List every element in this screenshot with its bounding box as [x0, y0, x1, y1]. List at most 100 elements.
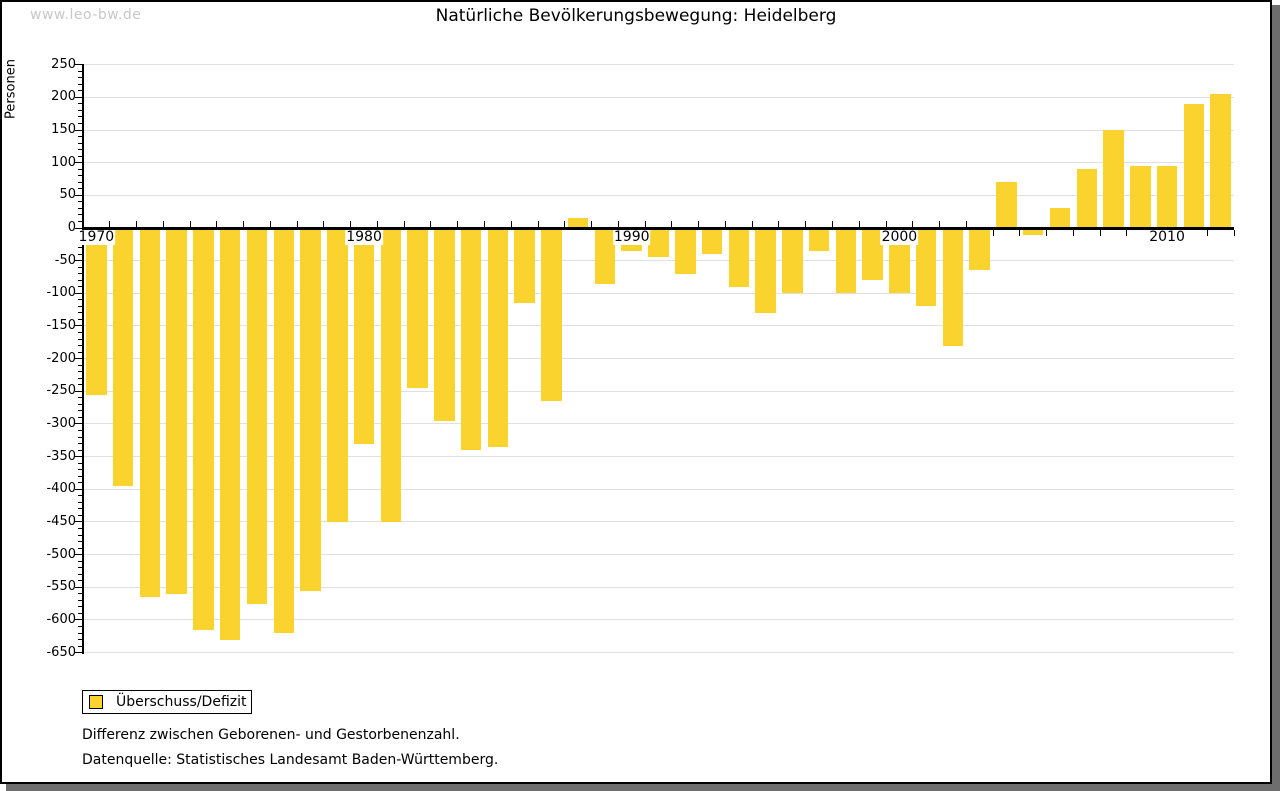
gridline--350	[83, 456, 1234, 458]
y-major-tick-0	[75, 227, 83, 229]
gridline--500	[83, 554, 1234, 556]
y-tick-label--650: -650	[46, 644, 76, 660]
gridline-200	[83, 96, 1234, 98]
legend-swatch-icon	[89, 695, 103, 709]
x-tick-20	[617, 220, 619, 227]
x-tick-22	[671, 220, 673, 227]
y-minor-tick-120	[78, 149, 83, 151]
y-major-tick-50	[75, 194, 83, 196]
y-minor-tick--210	[78, 364, 83, 366]
bar-2001	[915, 228, 937, 307]
bar-1979	[327, 228, 348, 522]
y-major-tick--450	[75, 521, 83, 523]
x-tick-32	[939, 220, 941, 227]
bar-1985	[487, 228, 509, 447]
x-tick-34	[992, 229, 994, 236]
footnote-source: Datenquelle: Statistisches Landesamt Bad…	[82, 752, 499, 768]
y-minor-tick-130	[78, 142, 83, 144]
y-minor-tick--590	[78, 612, 83, 614]
y-major-tick--50	[75, 260, 83, 262]
y-minor-tick--260	[78, 397, 83, 399]
x-tick-16	[510, 220, 512, 227]
y-minor-tick-210	[78, 90, 83, 92]
y-minor-tick--330	[78, 443, 83, 445]
gridline--150	[83, 325, 1234, 327]
bar-2002	[942, 228, 964, 346]
bar-1988	[567, 218, 589, 228]
y-minor-tick--110	[78, 299, 83, 301]
bar-1976	[246, 228, 268, 604]
x-tick-42	[1206, 229, 1208, 236]
y-minor-tick--380	[78, 475, 83, 477]
x-tick-29	[858, 220, 860, 227]
bar-2007	[1076, 169, 1098, 228]
x-tick-6	[243, 220, 245, 227]
bar-1991	[648, 228, 669, 258]
y-tick-label-50: 50	[59, 187, 76, 203]
bar-1986	[514, 228, 535, 304]
bar-1994	[728, 228, 750, 287]
x-tick-26	[778, 220, 780, 227]
y-minor-tick-40	[78, 201, 83, 203]
y-tick-label--350: -350	[46, 448, 76, 464]
y-tick-label--50: -50	[54, 252, 76, 268]
y-minor-tick--140	[78, 318, 83, 320]
bar-1970	[86, 228, 107, 395]
y-minor-tick-240	[78, 70, 83, 72]
y-minor-tick-230	[78, 77, 83, 79]
bar-1995	[755, 228, 776, 313]
x-axis-label-1980: 1980	[345, 229, 383, 245]
y-tick-label--150: -150	[46, 317, 76, 333]
y-major-tick-100	[75, 162, 83, 164]
x-tick-25	[751, 220, 753, 227]
y-tick-label-250: 250	[51, 56, 76, 72]
bar-1992	[675, 228, 696, 274]
y-major-tick--650	[75, 652, 83, 654]
x-tick-3	[162, 220, 164, 227]
y-minor-tick-80	[78, 175, 83, 177]
y-major-tick--250	[75, 390, 83, 392]
x-tick-43	[1233, 229, 1235, 236]
y-tick-label--450: -450	[46, 513, 76, 529]
bar-2005	[1022, 228, 1044, 235]
x-tick-1	[109, 220, 111, 227]
bar-2006	[1049, 208, 1071, 228]
x-tick-24	[724, 220, 726, 227]
y-tick-label-100: 100	[51, 154, 76, 170]
y-minor-tick-110	[78, 155, 83, 157]
y-minor-tick--610	[78, 626, 83, 627]
bar-1997	[808, 228, 830, 251]
y-minor-tick--530	[78, 573, 83, 575]
y-minor-tick--310	[78, 430, 83, 432]
gridline--100	[83, 292, 1234, 294]
bar-2009	[1130, 165, 1151, 228]
y-minor-tick--80	[78, 279, 83, 281]
x-tick-33	[965, 220, 967, 227]
bar-2011	[1183, 103, 1205, 228]
bar-2004	[996, 182, 1017, 228]
x-tick-17	[537, 220, 539, 227]
bar-1996	[782, 228, 803, 294]
x-tick-15	[484, 220, 485, 227]
gridline--50	[83, 260, 1234, 262]
y-tick-label--100: -100	[46, 285, 76, 301]
y-minor-tick--340	[78, 449, 83, 451]
y-minor-tick--60	[78, 266, 83, 268]
x-axis-label-2010: 2010	[1148, 229, 1186, 245]
y-minor-tick-10	[78, 220, 83, 222]
y-minor-tick--430	[78, 508, 83, 510]
y-minor-tick--560	[78, 593, 83, 595]
bar-1972	[139, 228, 161, 598]
y-minor-tick--120	[78, 305, 83, 307]
y-minor-tick-70	[78, 181, 83, 183]
y-minor-tick-220	[78, 83, 83, 85]
y-minor-tick--490	[78, 547, 83, 549]
y-minor-tick--470	[78, 534, 83, 536]
x-tick-30	[885, 220, 887, 227]
frame-shadow-right	[1272, 5, 1280, 791]
gridline--300	[83, 423, 1234, 425]
x-tick-10	[350, 220, 352, 227]
gridline-50	[83, 194, 1234, 196]
y-major-tick--200	[75, 358, 83, 360]
